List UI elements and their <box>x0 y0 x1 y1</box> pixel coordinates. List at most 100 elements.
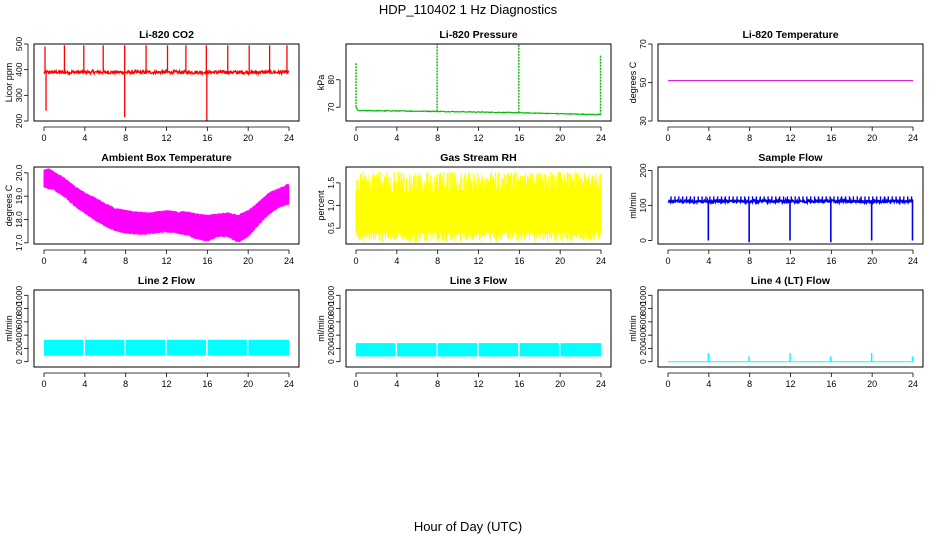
y-axis-label: percent <box>316 190 326 221</box>
panel-3: Li-820 Temperature degrees C 0 4 8 12 16 20 24 30… <box>628 29 924 143</box>
x-tick-label: 24 <box>908 133 918 143</box>
x-tick-label: 0 <box>41 133 46 143</box>
panel-1: Li-820 CO2 Licor ppm 0 4 8 12 16 20 24 200 300 400 5… <box>4 29 300 143</box>
y-tick-label: 100 <box>638 198 648 212</box>
y-tick-label: 0 <box>14 359 24 364</box>
x-tick-label: 4 <box>394 133 399 143</box>
x-tick-label: 8 <box>747 256 752 266</box>
y-tick-label: 30 <box>638 116 648 126</box>
panel-8: Line 3 Flow ml/min 0 4 8 12 16 20 24 0 20040060080… <box>316 275 612 389</box>
y-axis-label: degrees C <box>628 61 638 103</box>
x-tick-label: 24 <box>284 379 294 389</box>
x-tick-label: 16 <box>514 379 524 389</box>
y-axis-label: ml/min <box>4 315 14 342</box>
panel-title: Li-820 Pressure <box>439 29 517 41</box>
y-axis-label: ml/min <box>628 192 638 219</box>
x-tick-label: 12 <box>473 379 483 389</box>
x-tick-label: 24 <box>908 256 918 266</box>
x-tick-label: 20 <box>867 256 877 266</box>
panel-title: Ambient Box Temperature <box>101 152 232 164</box>
x-tick-label: 8 <box>747 133 752 143</box>
x-tick-label: 16 <box>514 133 524 143</box>
y-tick-label: 1000 <box>638 286 648 305</box>
x-tick-label: 4 <box>394 379 399 389</box>
panel-title: Line 3 Flow <box>450 275 508 287</box>
x-tick-label: 0 <box>353 379 358 389</box>
y-tick-label: 1000 <box>326 286 336 305</box>
x-tick-label: 16 <box>826 133 836 143</box>
figure-x-axis-label: Hour of Day (UTC) <box>413 519 523 534</box>
x-tick-label: 8 <box>123 133 128 143</box>
x-tick-label: 20 <box>555 133 565 143</box>
y-tick-label: 600 <box>14 315 24 329</box>
y-tick-label: 200 <box>638 341 648 355</box>
y-tick-label: 20.0 <box>14 164 24 181</box>
y-tick-label: 800 <box>638 301 648 315</box>
y-tick-label: 70 <box>638 39 648 49</box>
x-tick-label: 4 <box>706 256 711 266</box>
x-tick-label: 16 <box>202 379 212 389</box>
x-tick-label: 4 <box>82 256 87 266</box>
x-tick-label: 24 <box>908 379 918 389</box>
y-tick-label: 1.0 <box>326 199 336 211</box>
y-tick-label: 17.0 <box>14 234 24 251</box>
x-tick-label: 16 <box>514 256 524 266</box>
x-tick-label: 12 <box>473 133 483 143</box>
panel-6: Sample Flow ml/min 0 4 8 12 16 20 24 0 100 200 <box>628 152 924 266</box>
x-tick-label: 16 <box>202 256 212 266</box>
plot-frame <box>33 43 300 122</box>
panel-9: Line 4 (LT) Flow ml/min 0 4 8 12 16 20 24 0 200400… <box>628 275 924 389</box>
x-tick-label: 16 <box>826 256 836 266</box>
y-tick-label: 200 <box>14 114 24 128</box>
y-axis-label: ml/min <box>316 315 326 342</box>
series-band <box>355 171 602 242</box>
panel-title: Sample Flow <box>758 152 823 164</box>
y-axis-label: kPa <box>316 75 326 91</box>
x-tick-label: 24 <box>596 256 606 266</box>
plot-frame <box>345 289 612 368</box>
y-tick-label: 80 <box>326 75 336 85</box>
x-tick-label: 4 <box>394 256 399 266</box>
panel-7: Line 2 Flow ml/min 0 4 8 12 16 20 24 0 20040060080… <box>4 275 300 389</box>
x-tick-label: 12 <box>785 256 795 266</box>
x-tick-label: 0 <box>41 256 46 266</box>
panel-title: Gas Stream RH <box>440 152 516 164</box>
y-tick-label: 600 <box>638 315 648 329</box>
y-tick-label: 0 <box>638 238 648 243</box>
x-tick-label: 24 <box>284 133 294 143</box>
x-tick-label: 16 <box>202 133 212 143</box>
x-tick-label: 0 <box>665 379 670 389</box>
y-tick-label: 200 <box>326 341 336 355</box>
x-tick-label: 4 <box>82 133 87 143</box>
x-tick-label: 20 <box>867 133 877 143</box>
y-tick-label: 0 <box>326 359 336 364</box>
y-tick-label: 0 <box>638 359 648 364</box>
y-axis-label: Licor ppm <box>4 63 14 103</box>
panel-4: Ambient Box Temperature degrees C 0 4 8 12 16 2… <box>4 152 300 266</box>
x-tick-label: 12 <box>785 379 795 389</box>
x-tick-label: 4 <box>706 379 711 389</box>
series-line <box>43 68 290 77</box>
panel-5: Gas Stream RH percent 0 4 8 12 16 20 24 0.5 1.0 1.5 <box>316 152 612 266</box>
x-tick-label: 12 <box>161 379 171 389</box>
y-tick-label: 50 <box>638 78 648 88</box>
y-tick-label: 18.0 <box>14 211 24 228</box>
y-tick-label: 800 <box>14 301 24 315</box>
x-tick-label: 0 <box>41 379 46 389</box>
x-tick-label: 0 <box>353 256 358 266</box>
x-tick-label: 20 <box>243 256 253 266</box>
x-tick-label: 20 <box>243 379 253 389</box>
plot-frame <box>33 289 300 368</box>
y-tick-label: 200 <box>638 163 648 177</box>
x-tick-label: 24 <box>596 379 606 389</box>
plot-frame <box>345 166 612 245</box>
x-tick-label: 12 <box>473 256 483 266</box>
y-tick-label: 500 <box>14 37 24 51</box>
y-tick-label: 600 <box>326 315 336 329</box>
x-tick-label: 20 <box>555 379 565 389</box>
x-tick-label: 8 <box>123 256 128 266</box>
y-tick-label: 400 <box>14 328 24 342</box>
x-tick-label: 20 <box>243 133 253 143</box>
y-tick-label: 800 <box>326 301 336 315</box>
